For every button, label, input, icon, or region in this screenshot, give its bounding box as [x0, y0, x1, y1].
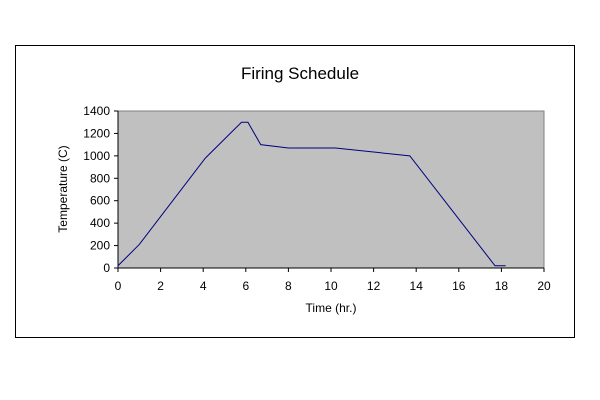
y-tick-label: 600 — [90, 194, 110, 208]
x-axis-label: Time (hr.) — [306, 301, 357, 315]
x-tick-label: 20 — [537, 279, 551, 293]
chart-title: Firing Schedule — [241, 64, 359, 83]
y-tick-label: 200 — [90, 239, 110, 253]
series-line — [117, 121, 506, 267]
y-tick-label: 400 — [90, 216, 110, 230]
y-axis-label: Temperature (C) — [56, 145, 70, 232]
x-tick-label: 14 — [410, 279, 424, 293]
x-tick-label: 0 — [115, 279, 122, 293]
y-tick-label: 0 — [103, 261, 110, 275]
x-tick-label: 6 — [242, 279, 249, 293]
y-tick-label: 1400 — [83, 104, 110, 118]
x-tick-label: 2 — [157, 279, 164, 293]
y-tick-label: 1000 — [83, 149, 110, 163]
x-tick-label: 10 — [324, 279, 338, 293]
x-tick-label: 8 — [285, 279, 292, 293]
x-tick-label: 4 — [200, 279, 207, 293]
x-tick-label: 16 — [452, 279, 466, 293]
x-tick-label: 12 — [367, 279, 381, 293]
x-tick-label: 18 — [495, 279, 509, 293]
y-tick-label: 1200 — [83, 126, 110, 140]
plot-area — [117, 110, 545, 269]
y-tick-label: 800 — [90, 171, 110, 185]
